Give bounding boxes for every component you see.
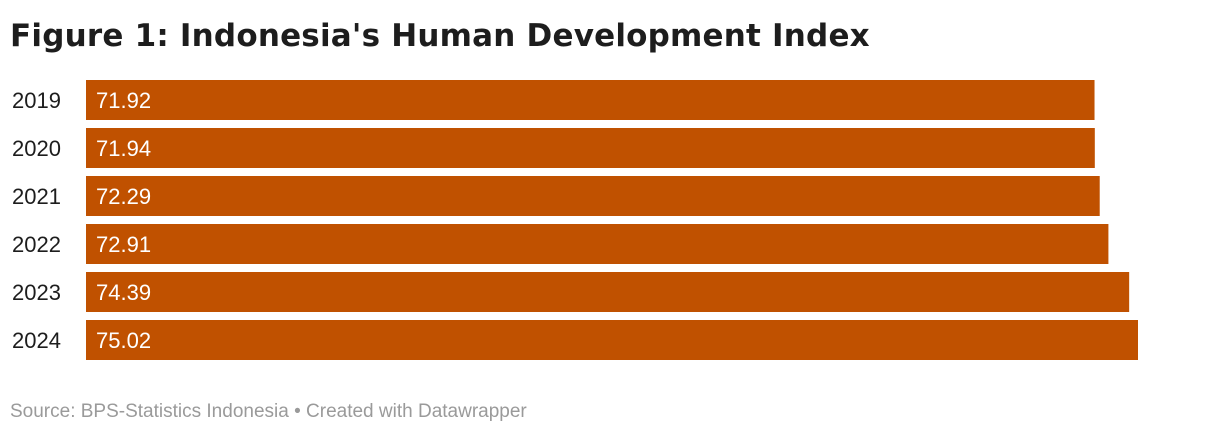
bar [86,176,1100,216]
category-label: 2021 [12,184,61,209]
category-label: 2020 [12,136,61,161]
bar [86,128,1095,168]
footer-separator: • [294,401,301,422]
bar [86,80,1095,120]
chart-title: Figure 1: Indonesia's Human Development … [10,18,870,54]
bar-value-label: 71.92 [96,88,151,113]
bar-value-label: 72.91 [96,232,151,257]
bar [86,320,1138,360]
credit-note: Created with Datawrapper [306,401,527,422]
bar-value-label: 75.02 [96,328,151,353]
bar-chart: 2019 71.92 2020 71.94 2021 72.29 2022 72.91 2023… [12,80,1138,360]
chart-footer: Source: BPS-Statistics Indonesia • Creat… [10,401,527,423]
bar-value-label: 72.29 [96,184,151,209]
category-label: 2019 [12,88,61,113]
category-label: 2023 [12,280,61,305]
category-label: 2024 [12,328,61,353]
bar [86,224,1109,264]
category-label: 2022 [12,232,61,257]
source-note: Source: BPS-Statistics Indonesia [10,401,289,422]
bar-value-label: 71.94 [96,136,151,161]
bar [86,272,1130,312]
bar-value-label: 74.39 [96,280,151,305]
